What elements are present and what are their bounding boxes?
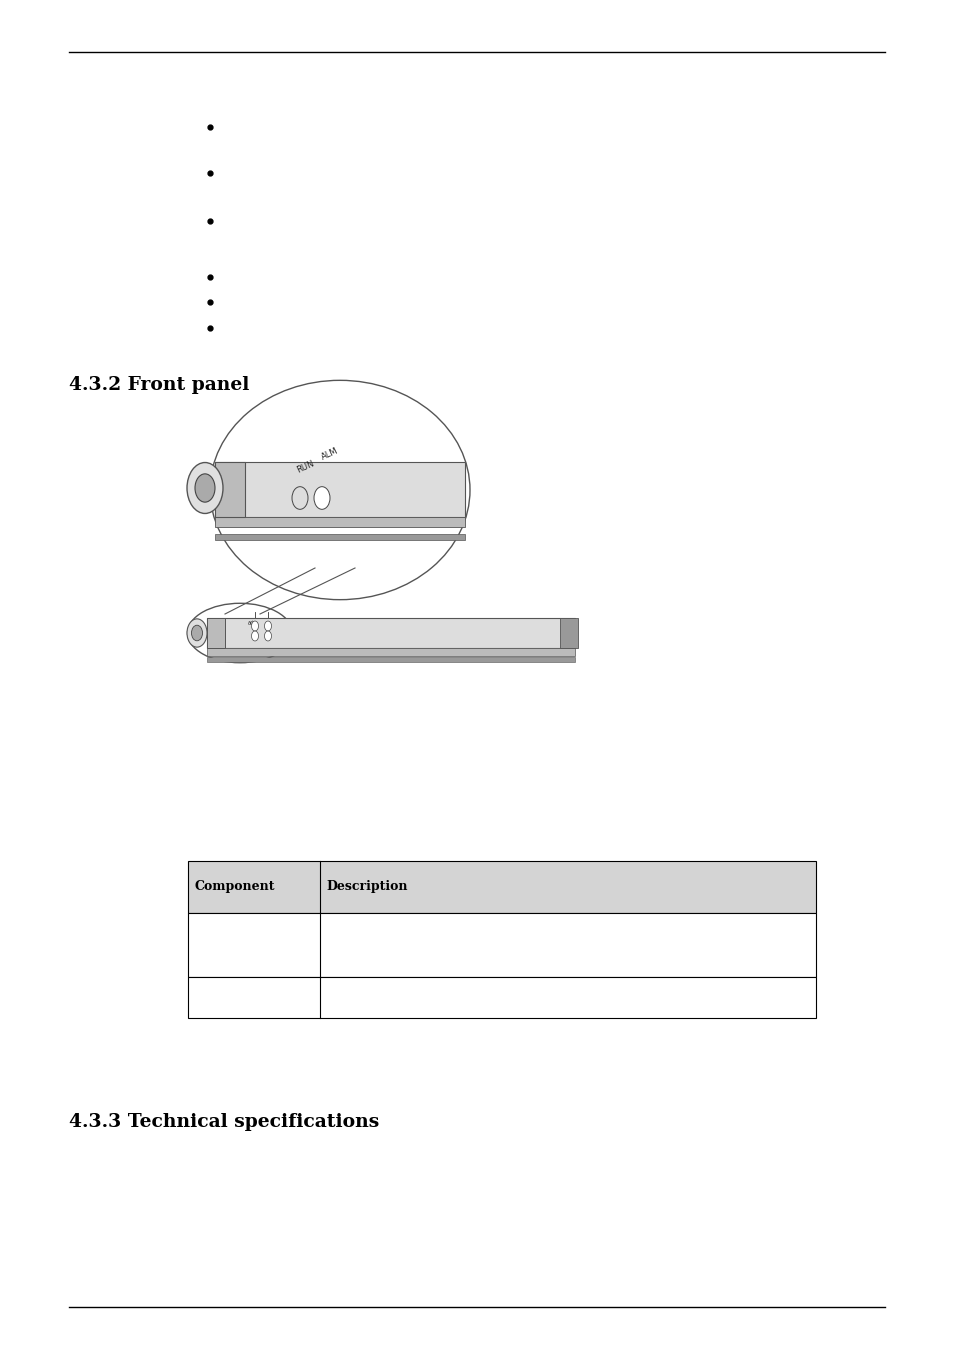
Bar bbox=[207, 657, 575, 661]
Circle shape bbox=[194, 474, 214, 502]
Text: Description: Description bbox=[326, 880, 407, 894]
Bar bbox=[214, 535, 464, 540]
Text: 4.3.2 Front panel: 4.3.2 Front panel bbox=[69, 377, 249, 394]
Bar bbox=[188, 977, 815, 1018]
Circle shape bbox=[314, 487, 330, 509]
Bar bbox=[188, 913, 815, 977]
Bar bbox=[214, 462, 464, 517]
Bar bbox=[214, 517, 464, 526]
Text: ALM: ALM bbox=[319, 447, 339, 462]
Circle shape bbox=[192, 625, 202, 641]
Bar bbox=[188, 861, 815, 913]
Bar bbox=[207, 648, 575, 656]
Text: RUN: RUN bbox=[294, 459, 315, 475]
Circle shape bbox=[264, 621, 272, 630]
Bar bbox=[559, 618, 578, 648]
Circle shape bbox=[252, 621, 258, 630]
Bar bbox=[214, 462, 245, 517]
Circle shape bbox=[187, 618, 207, 647]
Circle shape bbox=[187, 463, 223, 513]
Text: 4.3.3 Technical specifications: 4.3.3 Technical specifications bbox=[69, 1114, 378, 1131]
Text: ðĆ: ðĆ bbox=[248, 621, 254, 626]
Circle shape bbox=[264, 630, 272, 641]
Bar bbox=[207, 618, 225, 648]
Bar bbox=[207, 618, 575, 648]
Text: Component: Component bbox=[194, 880, 274, 894]
Circle shape bbox=[252, 630, 258, 641]
Circle shape bbox=[292, 487, 308, 509]
